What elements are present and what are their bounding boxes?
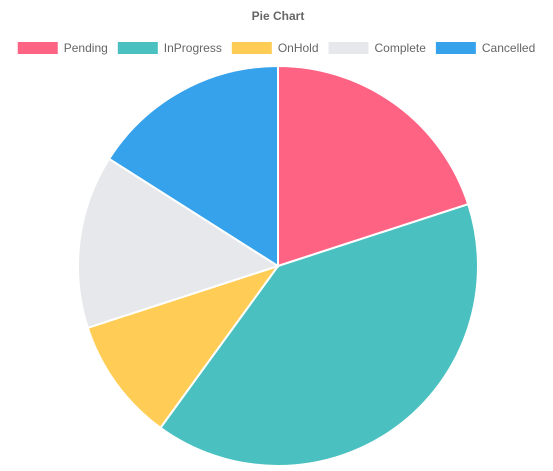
legend-item-cancelled[interactable]: Cancelled: [435, 41, 535, 55]
legend-label-complete: Complete: [375, 41, 427, 55]
legend-label-pending: Pending: [64, 41, 108, 55]
legend-swatch-cancelled: [435, 42, 476, 54]
legend-item-onhold[interactable]: OnHold: [231, 41, 319, 55]
legend-item-inprogress[interactable]: InProgress: [117, 41, 222, 55]
legend-label-cancelled: Cancelled: [482, 41, 535, 55]
legend-swatch-onhold: [231, 42, 272, 54]
legend-swatch-complete: [328, 42, 369, 54]
legend-swatch-inprogress: [117, 42, 158, 54]
pie-slices: [77, 64, 479, 467]
pie-slice-pending[interactable]: [277, 64, 470, 268]
chart-title: Pie Chart: [252, 9, 305, 23]
pie-slice-onhold[interactable]: [86, 264, 281, 430]
legend-item-complete[interactable]: Complete: [328, 41, 427, 55]
chart-legend: Pending InProgress OnHold Complete Cancelled: [17, 41, 535, 55]
legend-label-inprogress: InProgress: [164, 41, 222, 55]
pie-slice-inprogress[interactable]: [159, 202, 479, 467]
pie-slice-cancelled[interactable]: [107, 64, 279, 268]
legend-swatch-pending: [17, 42, 58, 54]
legend-item-pending[interactable]: Pending: [17, 41, 108, 55]
pie-slice-complete[interactable]: [77, 157, 281, 330]
legend-label-onhold: OnHold: [278, 41, 319, 55]
